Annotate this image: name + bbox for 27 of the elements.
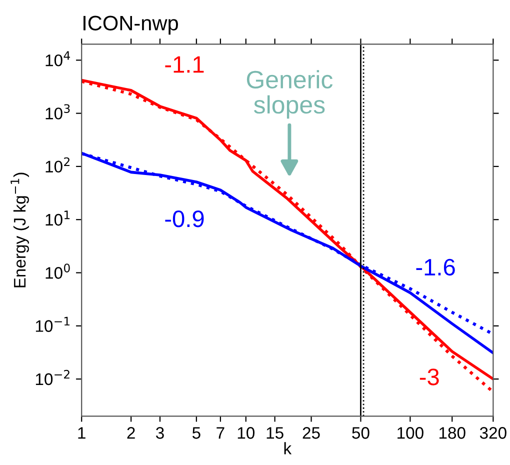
x-tick-label: 180 bbox=[439, 427, 466, 439]
annotation: Generic slopes bbox=[246, 70, 333, 119]
y-tick-label: 10$^{−1}$ bbox=[36, 316, 70, 332]
x-tick-label: 7 bbox=[216, 427, 224, 439]
x-tick-label: 1 bbox=[78, 427, 86, 439]
x-tick-label: 100 bbox=[398, 427, 424, 439]
x-axis-title: k bbox=[284, 442, 292, 454]
x-tick-label: 25 bbox=[302, 427, 320, 439]
y-axis-title: Energy (J kg$^{−1}$) bbox=[10, 172, 29, 288]
y-tick-label: 10$^{0}$ bbox=[46, 264, 70, 279]
annotation: -1.6 bbox=[416, 258, 455, 276]
annotation: -1.1 bbox=[165, 56, 204, 73]
annotation: -0.9 bbox=[165, 210, 204, 228]
chart-title: ICON-nwp bbox=[84, 16, 178, 35]
x-tick-label: 5 bbox=[192, 427, 200, 439]
x-tick-label: 50 bbox=[352, 427, 370, 439]
x-tick-label: 15 bbox=[266, 427, 284, 439]
y-tick-label: 10$^{−2}$ bbox=[36, 370, 70, 386]
x-tick-label: 2 bbox=[127, 427, 135, 439]
y-tick-label: 10$^{2}$ bbox=[46, 157, 70, 173]
y-tick-label: 10$^{1}$ bbox=[46, 210, 70, 226]
y-tick-label: 10$^{3}$ bbox=[46, 104, 70, 120]
x-tick-label: 320 bbox=[480, 427, 506, 439]
x-tick-label: 10 bbox=[238, 427, 255, 439]
y-tick-label: 10$^{4}$ bbox=[46, 51, 70, 66]
annotation: -3 bbox=[420, 368, 439, 386]
x-tick-label: 3 bbox=[156, 427, 164, 439]
